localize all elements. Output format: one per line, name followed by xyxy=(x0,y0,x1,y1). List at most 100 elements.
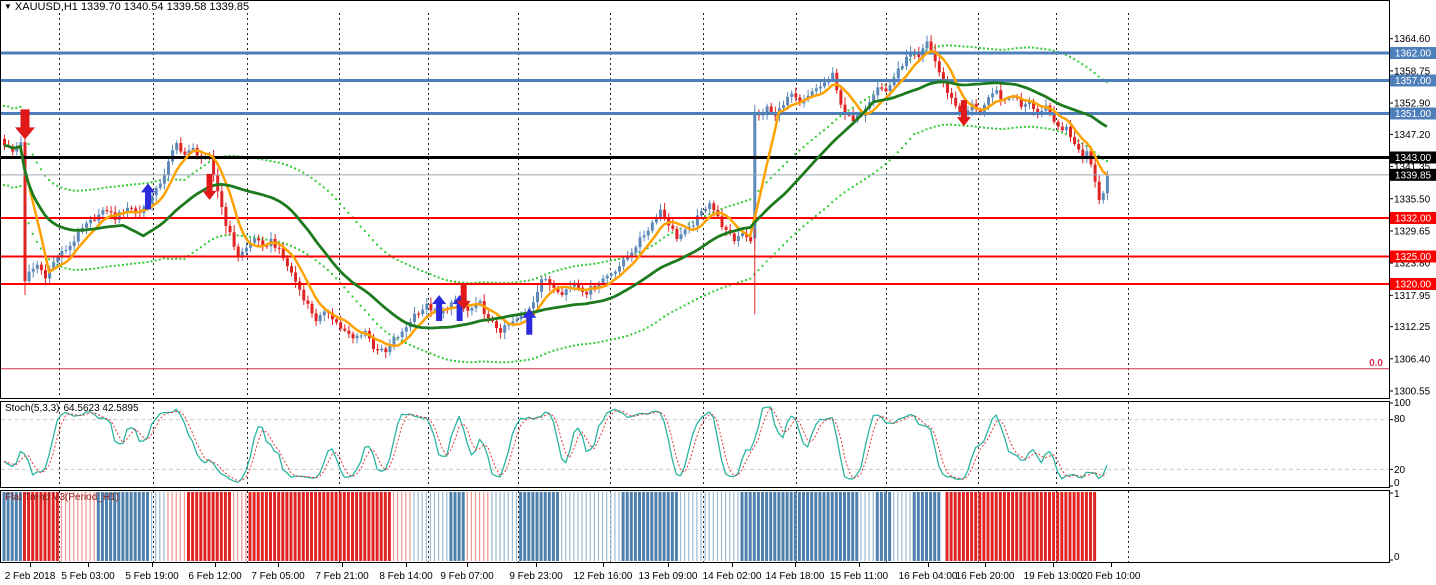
band-dot xyxy=(941,123,944,126)
band-dot xyxy=(3,104,5,107)
flat-trend-bar xyxy=(215,492,219,561)
flat-trend-bar xyxy=(371,492,375,561)
band-dot xyxy=(601,261,604,264)
band-dot xyxy=(466,281,469,284)
flat-trend-bar xyxy=(998,492,1002,561)
band-dot xyxy=(880,166,883,169)
candle-bull xyxy=(810,91,814,96)
stoch-indicator-label: Stoch(5,3,3) 64.5623 42.5895 xyxy=(5,403,139,414)
band-dot xyxy=(618,257,620,260)
band-dot xyxy=(872,172,875,175)
fib-zero-level-label[interactable]: 0.0 xyxy=(1369,358,1383,369)
flat-trend-bar xyxy=(421,492,423,561)
chart-title: ▼ XAUUSD,H1 1339.70 1340.54 1339.58 1339.… xyxy=(4,1,249,13)
band-dot xyxy=(732,203,735,206)
flat-trend-bar xyxy=(293,492,297,561)
band-dot xyxy=(642,328,645,331)
band-dot xyxy=(384,330,387,333)
flat-trend-bar xyxy=(806,492,810,561)
band-dot xyxy=(966,124,969,127)
axis-label: 7 Feb 21:00 xyxy=(315,571,369,582)
band-dot xyxy=(564,267,567,270)
band-dot xyxy=(101,266,104,269)
band-dot xyxy=(597,262,600,265)
price-badges[interactable]: 1362.00 1357.00 1351.00 1343.00 1339.85 1332.… xyxy=(1390,47,1436,291)
band-dot xyxy=(790,236,793,239)
band-dot xyxy=(273,160,276,163)
band-dot xyxy=(1093,151,1096,154)
flat-trend-bar xyxy=(89,492,91,561)
fib-zero-text: 0.0 xyxy=(1369,358,1383,369)
horizontal-level-lines[interactable] xyxy=(0,51,1389,370)
flat-trend-bar xyxy=(207,492,211,561)
band-dot xyxy=(577,343,579,346)
symbol-dropdown-icon[interactable]: ▼ xyxy=(4,2,12,11)
flat-trend-bar xyxy=(117,492,121,561)
band-dot xyxy=(749,198,752,201)
band-dot xyxy=(1077,60,1080,63)
candle-bull xyxy=(995,90,999,94)
band-dot xyxy=(827,125,830,128)
candle-bear xyxy=(884,88,888,92)
flat-trend-bar xyxy=(621,492,625,561)
flat-trend-bar xyxy=(523,492,527,561)
axis-label: 16 Feb 04:00 xyxy=(899,571,958,582)
candle-bull xyxy=(872,95,876,103)
band-dot xyxy=(187,175,190,178)
candle-bull xyxy=(191,147,195,151)
chart-title-text: XAUUSD,H1 1339.70 1340.54 1339.58 1339.8… xyxy=(14,1,250,13)
price-axis[interactable]: 1364.60 1358.75 1352.90 1347.20 1341.35 1335.… xyxy=(1389,34,1431,397)
candle-bear xyxy=(310,303,314,314)
axis-label: 5 Feb 19:00 xyxy=(125,571,179,582)
flat-trend-bar xyxy=(1007,492,1010,561)
candle-bull xyxy=(540,279,544,292)
flat-trend-bar xyxy=(716,492,718,561)
flat-trend-bar xyxy=(573,492,575,561)
candle-bull xyxy=(15,146,19,152)
band-dot xyxy=(302,171,305,174)
band-dot xyxy=(413,345,415,348)
band-dot xyxy=(167,257,169,260)
candle-bull xyxy=(736,236,740,242)
candle-bull xyxy=(605,275,609,279)
band-dot xyxy=(1032,125,1035,128)
band-dot xyxy=(851,106,854,109)
flat-trend-bar xyxy=(35,492,39,561)
band-dot xyxy=(773,173,776,176)
band-dot xyxy=(343,286,346,289)
band-dot xyxy=(864,178,866,181)
flat-trend-bar xyxy=(375,492,379,561)
band-dot xyxy=(121,184,124,187)
band-dot xyxy=(85,268,87,271)
candle-bull xyxy=(511,321,515,325)
band-dot xyxy=(408,264,411,267)
flat-trend-bar xyxy=(367,492,371,561)
band-dot xyxy=(613,337,616,340)
flat-trend-bar xyxy=(515,492,518,561)
band-dot xyxy=(1052,128,1055,131)
band-dot xyxy=(1056,129,1059,132)
flat-trend-bar xyxy=(457,492,461,561)
band-dot xyxy=(929,126,932,129)
flat-trend-bar xyxy=(1089,492,1092,561)
flat-trend-bar xyxy=(756,492,760,561)
band-dot xyxy=(966,45,969,48)
flat-trend-bar xyxy=(1043,492,1047,561)
band-dot xyxy=(421,270,424,273)
candle-bull xyxy=(888,85,892,92)
candle-bull xyxy=(925,41,929,49)
band-dot xyxy=(1028,125,1030,128)
flat-trend-bar xyxy=(1039,492,1043,561)
time-axis[interactable]: 2 Feb 2018 5 Feb 03:00 5 Feb 19:00 6 Feb 12… xyxy=(5,563,1141,582)
candle-bear xyxy=(552,284,556,288)
flat-trend-bar xyxy=(2,492,6,561)
flat-trend-bar xyxy=(666,492,670,561)
candle-bear xyxy=(429,303,433,311)
candle-bull xyxy=(831,72,835,80)
flat-trend-bar xyxy=(387,492,391,561)
band-dot xyxy=(1019,46,1022,49)
flat-trend-bar xyxy=(986,492,990,561)
flat-trend-bar xyxy=(581,492,583,561)
flat-trend-bar xyxy=(330,492,334,561)
